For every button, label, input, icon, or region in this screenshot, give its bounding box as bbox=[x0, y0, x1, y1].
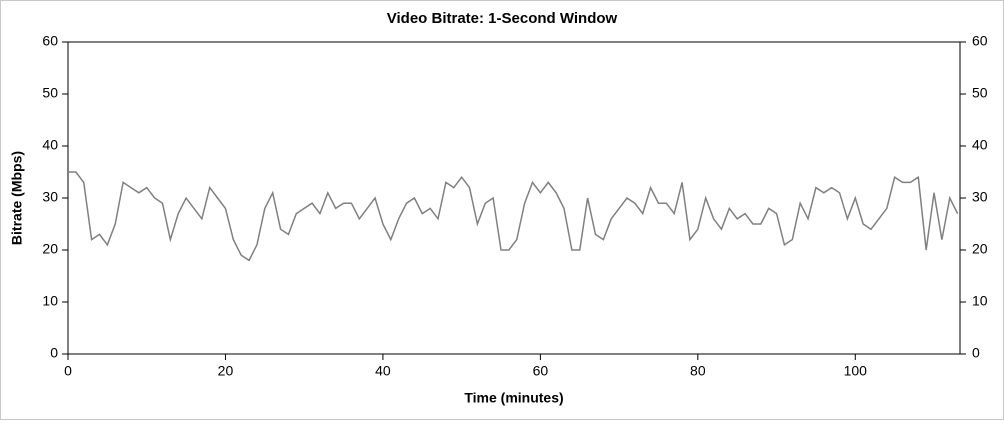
x-tick-label: 0 bbox=[64, 363, 72, 379]
y-tick-label: 0 bbox=[50, 345, 58, 361]
y2-tick-label: 50 bbox=[972, 85, 988, 101]
x-tick-label: 20 bbox=[218, 363, 234, 379]
y-tick-label: 50 bbox=[42, 85, 58, 101]
chart-title: Video Bitrate: 1-Second Window bbox=[387, 10, 618, 27]
y2-tick-label: 20 bbox=[972, 241, 988, 257]
y-tick-label: 60 bbox=[42, 33, 58, 49]
x-tick-label: 40 bbox=[375, 363, 391, 379]
y2-tick-label: 60 bbox=[972, 33, 988, 49]
x-tick-label: 80 bbox=[690, 363, 706, 379]
x-tick-label: 100 bbox=[844, 363, 868, 379]
bitrate-line bbox=[68, 171, 959, 262]
y-tick-label: 30 bbox=[42, 189, 58, 205]
y2-tick-label: 40 bbox=[972, 137, 988, 153]
y-tick-label: 40 bbox=[42, 137, 58, 153]
y-tick-label: 20 bbox=[42, 241, 58, 257]
y2-tick-label: 0 bbox=[972, 345, 980, 361]
y-axis-label: Bitrate (Mbps) bbox=[9, 151, 25, 245]
x-tick-label: 60 bbox=[533, 363, 549, 379]
x-axis-label: Time (minutes) bbox=[464, 390, 563, 406]
y2-tick-label: 10 bbox=[972, 293, 988, 309]
y-tick-label: 10 bbox=[42, 293, 58, 309]
y2-tick-label: 30 bbox=[972, 189, 988, 205]
